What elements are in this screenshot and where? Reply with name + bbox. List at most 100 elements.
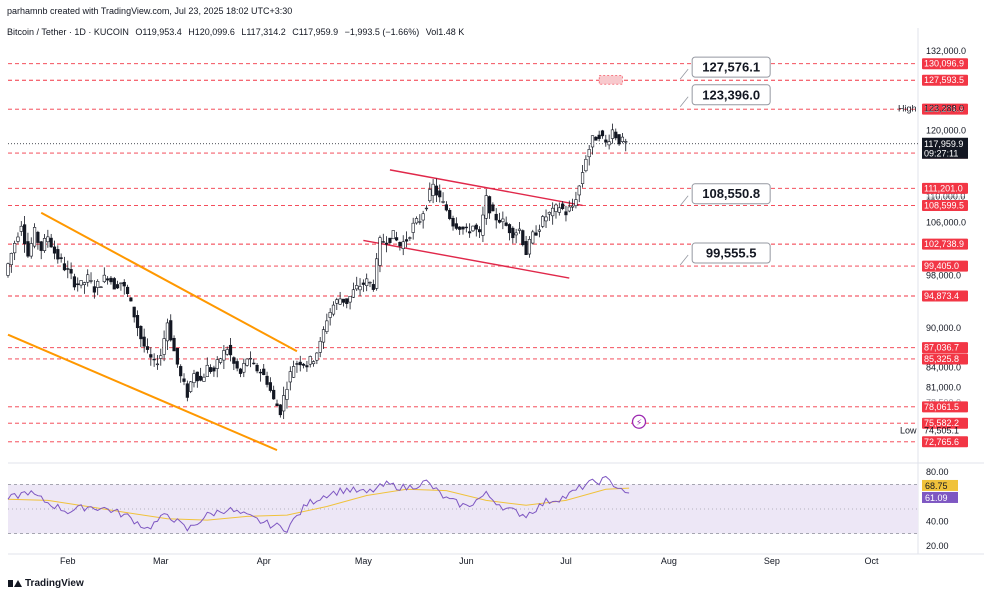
candle-down bbox=[561, 203, 565, 210]
level-price-badge bbox=[922, 290, 968, 302]
candle-down bbox=[487, 196, 492, 214]
candle-down bbox=[564, 211, 568, 216]
candle-up bbox=[375, 258, 379, 289]
candle-up bbox=[282, 395, 286, 412]
candle-up bbox=[308, 356, 312, 365]
candle-up bbox=[620, 136, 625, 142]
candle-up bbox=[544, 216, 548, 222]
candle-up bbox=[348, 295, 352, 303]
candle-up bbox=[46, 236, 50, 243]
candle-up bbox=[321, 329, 326, 343]
tradingview-icon bbox=[8, 579, 22, 588]
candle-down bbox=[235, 361, 239, 369]
candle-up bbox=[89, 280, 93, 282]
candle-down bbox=[394, 237, 399, 241]
candle-up bbox=[365, 278, 369, 287]
candle-down bbox=[345, 298, 349, 304]
candle-down bbox=[268, 382, 272, 391]
flag-trend-line bbox=[363, 239, 570, 279]
price-callout-label: 99,555.5 bbox=[706, 246, 757, 261]
month-tick-label: Jun bbox=[459, 556, 474, 566]
candle-down bbox=[388, 237, 392, 243]
candle-down bbox=[404, 239, 409, 242]
descending-channel-line bbox=[40, 211, 298, 353]
callout-pointer bbox=[679, 68, 689, 80]
candle-up bbox=[6, 263, 10, 276]
candle-up bbox=[567, 206, 571, 212]
ohlc-open: O119,953.4 bbox=[135, 27, 182, 37]
volume-value: Vol1.48 K bbox=[425, 27, 465, 37]
callout-pointer bbox=[679, 195, 689, 206]
candle-up bbox=[79, 280, 83, 286]
candle-up bbox=[587, 149, 591, 158]
candle-down bbox=[139, 325, 143, 340]
level-price-label: 85,325.8 bbox=[924, 354, 959, 364]
high-value: 123,288.0 bbox=[924, 104, 964, 114]
candle-up bbox=[554, 204, 558, 212]
candle-down bbox=[72, 276, 77, 288]
candle-down bbox=[129, 297, 133, 302]
candle-down bbox=[597, 134, 601, 139]
candle-down bbox=[504, 222, 508, 226]
candle-down bbox=[434, 185, 439, 196]
candle-down bbox=[62, 263, 67, 271]
candle-up bbox=[624, 141, 628, 143]
candle-up bbox=[285, 389, 289, 400]
callout-pointer bbox=[679, 254, 689, 266]
candle-down bbox=[169, 320, 173, 341]
candle-down bbox=[295, 363, 299, 365]
price-tick-label: 90,000.0 bbox=[926, 323, 961, 333]
candle-up bbox=[471, 225, 475, 232]
level-price-badge bbox=[922, 417, 968, 429]
candle-up bbox=[517, 228, 522, 231]
candle-down bbox=[76, 283, 80, 286]
price-callout-box bbox=[691, 242, 771, 264]
candle-down bbox=[385, 242, 389, 245]
candle-up bbox=[580, 172, 585, 184]
candle-down bbox=[617, 134, 621, 145]
price-tick-label: 84,000.0 bbox=[926, 363, 961, 373]
price-tick-label: 98,000.0 bbox=[926, 270, 961, 280]
candle-up bbox=[9, 253, 13, 266]
candle-down bbox=[275, 403, 279, 407]
candle-down bbox=[109, 277, 113, 283]
candle-up bbox=[355, 285, 359, 290]
rsi-tick-label: 20.00 bbox=[926, 541, 949, 551]
month-tick-label: Sep bbox=[764, 556, 780, 566]
candle-up bbox=[222, 350, 226, 361]
candle-down bbox=[106, 278, 110, 281]
candle-down bbox=[600, 130, 605, 137]
candle-up bbox=[411, 222, 415, 233]
candle-down bbox=[228, 344, 233, 356]
candle-up bbox=[32, 227, 37, 247]
candle-up bbox=[428, 189, 432, 202]
last-price-badge bbox=[922, 137, 968, 159]
candle-down bbox=[511, 227, 515, 239]
candle-up bbox=[225, 349, 229, 355]
price-callout-box bbox=[691, 56, 771, 78]
level-price-label: 123,204.9 bbox=[924, 104, 964, 114]
month-tick-label: Apr bbox=[257, 556, 271, 566]
candle-down bbox=[152, 358, 156, 361]
candle-up bbox=[378, 237, 382, 266]
candle-down bbox=[135, 315, 140, 329]
candle-down bbox=[604, 139, 608, 143]
tradingview-logo[interactable]: TradingView bbox=[8, 578, 84, 589]
candle-up bbox=[155, 363, 160, 366]
candle-down bbox=[454, 223, 458, 229]
month-tick-label: Feb bbox=[60, 556, 76, 566]
candle-up bbox=[501, 218, 505, 223]
level-price-badge bbox=[922, 199, 968, 211]
symbol-name[interactable]: Bitcoin / Tether · 1D · KUCOIN bbox=[7, 27, 129, 37]
candle-down bbox=[478, 229, 482, 233]
price-callout-label: 123,396.0 bbox=[702, 87, 760, 102]
candle-up bbox=[338, 298, 342, 305]
candle-down bbox=[36, 231, 40, 243]
level-price-badge bbox=[922, 58, 968, 70]
candle-down bbox=[132, 306, 136, 318]
flash-icon bbox=[631, 414, 647, 429]
ohlc-close: C117,959.9 bbox=[292, 27, 339, 37]
level-price-label: 108,599.5 bbox=[924, 200, 964, 210]
candle-down bbox=[195, 371, 199, 382]
